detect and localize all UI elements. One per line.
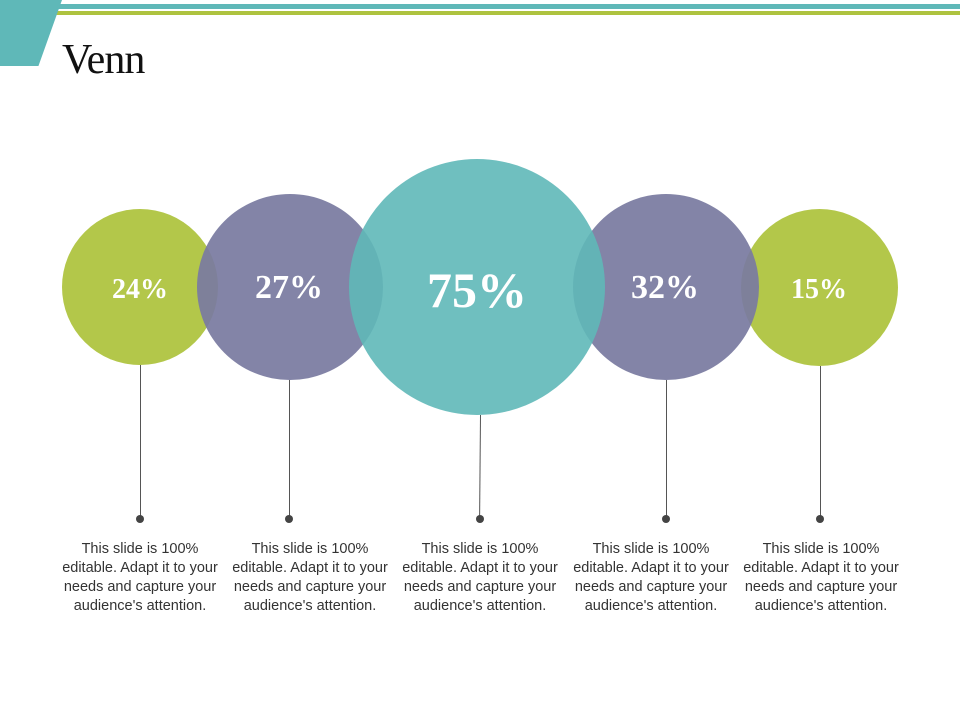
value-label-4: 32% xyxy=(631,269,699,306)
connector-dot-1 xyxy=(136,515,144,523)
connector-dot-3 xyxy=(476,515,484,523)
description-5: This slide is 100% editable. Adapt it to… xyxy=(743,541,899,614)
circle-5 xyxy=(741,209,898,366)
circle-1 xyxy=(62,209,218,365)
description-4: This slide is 100% editable. Adapt it to… xyxy=(573,541,729,614)
value-label-1: 24% xyxy=(112,274,168,305)
value-label-5: 15% xyxy=(791,274,847,305)
header-teal-stripe xyxy=(0,4,960,9)
connector-line-3 xyxy=(479,414,481,520)
description-1: This slide is 100% editable. Adapt it to… xyxy=(62,541,218,614)
corner-accent xyxy=(0,0,62,66)
circle-3-center xyxy=(349,159,605,415)
header-green-stripe xyxy=(0,11,960,15)
connector-dot-5 xyxy=(816,515,824,523)
connector-dot-2 xyxy=(285,515,293,523)
slide-title: Venn xyxy=(62,37,145,83)
connector-line-4 xyxy=(666,380,667,519)
description-3: This slide is 100% editable. Adapt it to… xyxy=(402,541,558,614)
value-label-2: 27% xyxy=(255,269,323,306)
description-2: This slide is 100% editable. Adapt it to… xyxy=(232,541,388,614)
connector-line-5 xyxy=(820,366,821,519)
connector-dot-4 xyxy=(662,515,670,523)
connector-line-1 xyxy=(140,365,141,519)
connector-line-2 xyxy=(289,380,290,519)
value-label-3: 75% xyxy=(427,262,527,318)
